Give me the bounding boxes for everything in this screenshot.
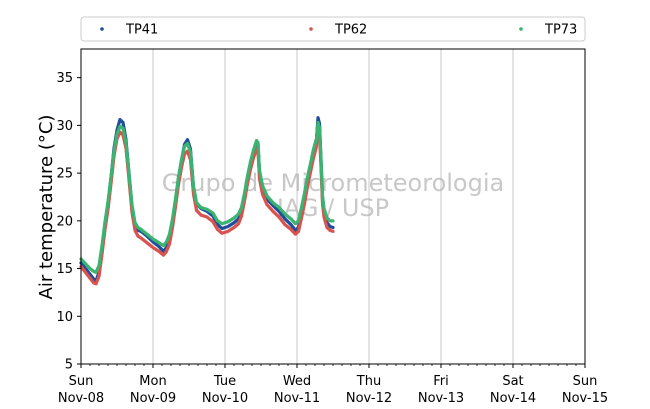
legend-marker-TP41 bbox=[100, 27, 104, 31]
y-tick-label: 20 bbox=[56, 214, 73, 229]
x-tick-date: Nov-10 bbox=[202, 391, 248, 406]
x-tick-weekday: Sun bbox=[69, 374, 94, 389]
series-TP73 bbox=[79, 120, 335, 274]
y-axis-title: Air temperature (°C) bbox=[36, 115, 57, 300]
data-points bbox=[79, 116, 335, 286]
x-tick-weekday: Sat bbox=[502, 374, 523, 389]
watermark-line-1: Grupo de Micrometeorologia bbox=[162, 169, 504, 197]
x-tick-date: Nov-15 bbox=[562, 391, 608, 406]
x-tick-weekday: Fri bbox=[433, 374, 449, 389]
data-point bbox=[331, 225, 335, 230]
legend-label-TP41: TP41 bbox=[125, 23, 158, 38]
data-point bbox=[331, 229, 335, 233]
x-tick-weekday: Wed bbox=[283, 374, 311, 389]
x-tick-weekday: Thu bbox=[356, 374, 381, 389]
y-axis: 5 10 15 20 25 30 35 bbox=[56, 71, 81, 373]
data-point bbox=[331, 219, 335, 223]
legend-marker-TP73 bbox=[519, 27, 523, 31]
x-grid bbox=[152, 49, 514, 364]
x-tick-weekday: Sun bbox=[573, 374, 598, 389]
x-tick-weekday: Tue bbox=[213, 374, 236, 389]
x-axis: Sun Nov-08 Mon Nov-09 Tue Nov-10 Wed Nov-11 Thu N… bbox=[58, 364, 608, 406]
legend-label-TP73: TP73 bbox=[544, 23, 577, 38]
watermark: Grupo de Micrometeorologia IAG / USP bbox=[162, 169, 504, 222]
y-tick-label: 5 bbox=[65, 358, 73, 373]
watermark-line-2: IAG / USP bbox=[277, 194, 389, 222]
y-tick-label: 10 bbox=[56, 310, 73, 325]
legend: TP41 TP62 TP73 bbox=[80, 16, 586, 42]
legend-frame bbox=[80, 16, 586, 42]
y-tick-label: 25 bbox=[56, 167, 73, 182]
y-tick-label: 35 bbox=[56, 71, 73, 86]
x-tick-date: Nov-13 bbox=[418, 391, 464, 406]
x-tick-date: Nov-14 bbox=[490, 391, 536, 406]
x-tick-date: Nov-09 bbox=[130, 391, 176, 406]
x-tick-date: Nov-08 bbox=[58, 391, 104, 406]
x-tick-date: Nov-12 bbox=[346, 391, 392, 406]
y-tick-label: 30 bbox=[56, 119, 73, 134]
x-tick-weekday: Mon bbox=[139, 374, 166, 389]
legend-label-TP62: TP62 bbox=[334, 23, 367, 38]
y-tick-label: 15 bbox=[56, 262, 73, 277]
x-tick-date: Nov-11 bbox=[274, 391, 320, 406]
legend-marker-TP62 bbox=[309, 27, 313, 31]
